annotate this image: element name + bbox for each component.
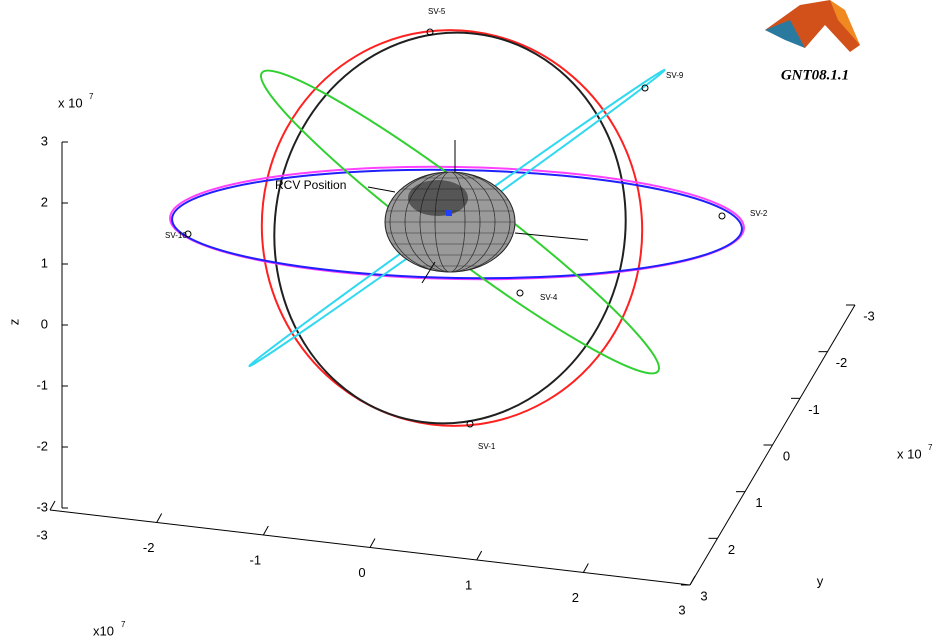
satellite-label: SV-1: [478, 442, 496, 451]
y-tick-label: 2: [728, 542, 735, 557]
y-exponent-base: x 10: [897, 446, 922, 461]
z-tick-label: -2: [36, 438, 48, 453]
y-axis-label: y: [817, 573, 824, 588]
x-tick-label: -3: [36, 527, 48, 542]
y-tick-label: -2: [836, 355, 848, 370]
logo-icon: [765, 0, 860, 52]
satellite-label: SV-10: [165, 231, 187, 240]
satellite-marker: [719, 213, 725, 219]
satellite-label: SV-9: [666, 71, 684, 80]
receiver-marker: [446, 210, 452, 216]
logo-label: GNT08.1.1: [781, 67, 849, 83]
x-tick: [50, 501, 55, 510]
y-tick-label: -3: [863, 308, 875, 323]
earth-shade: [408, 180, 468, 216]
receiver-label: RCV Position: [275, 178, 346, 192]
x-tick: [370, 539, 375, 548]
x-tick-label: -2: [143, 540, 155, 555]
z-exponent-power: 7: [89, 92, 94, 101]
x-exponent-base: x10: [93, 623, 114, 638]
y-tick-label: 1: [755, 495, 762, 510]
y-tick-label: 0: [783, 448, 790, 463]
x-tick: [263, 526, 268, 535]
z-tick-label: 3: [41, 133, 48, 148]
x-tick-label: -1: [250, 552, 262, 567]
z-axis-label: z: [6, 319, 21, 326]
z-tick-label: 0: [41, 316, 48, 331]
satellite-marker: [517, 290, 523, 296]
x-tick: [583, 564, 588, 573]
y-tick-label: 3: [700, 588, 707, 603]
receiver-pointer: [368, 187, 395, 192]
earth: [385, 172, 515, 272]
satellite-label: SV-5: [428, 7, 446, 16]
z-tick-label: 2: [41, 194, 48, 209]
x-exponent-power: 7: [121, 620, 126, 629]
x-tick-label: 3: [678, 602, 685, 617]
satellite-label: SV-4: [540, 293, 558, 302]
z-tick-label: -3: [36, 499, 48, 514]
x-tick-label: 2: [572, 590, 579, 605]
x-tick: [477, 551, 482, 560]
axis-arrow: [515, 233, 588, 240]
x-tick-label: 1: [465, 577, 472, 592]
y-tick-label: -1: [808, 402, 820, 417]
z-tick-label: 1: [41, 255, 48, 270]
y-exponent-power: 7: [928, 443, 933, 452]
z-exponent-base: x 10: [58, 95, 83, 110]
plot: GNT08.1.1 -3 -2 -1 0 1 2 3 -3 -2 -1 0 1 2 3 -3 -2 -1 0 1 2 3…: [0, 0, 946, 644]
x-tick: [157, 514, 162, 523]
x-tick-label: 0: [358, 565, 365, 580]
x-tick: [690, 576, 695, 585]
satellite-label: SV-2: [750, 209, 768, 218]
z-tick-label: -1: [36, 377, 48, 392]
